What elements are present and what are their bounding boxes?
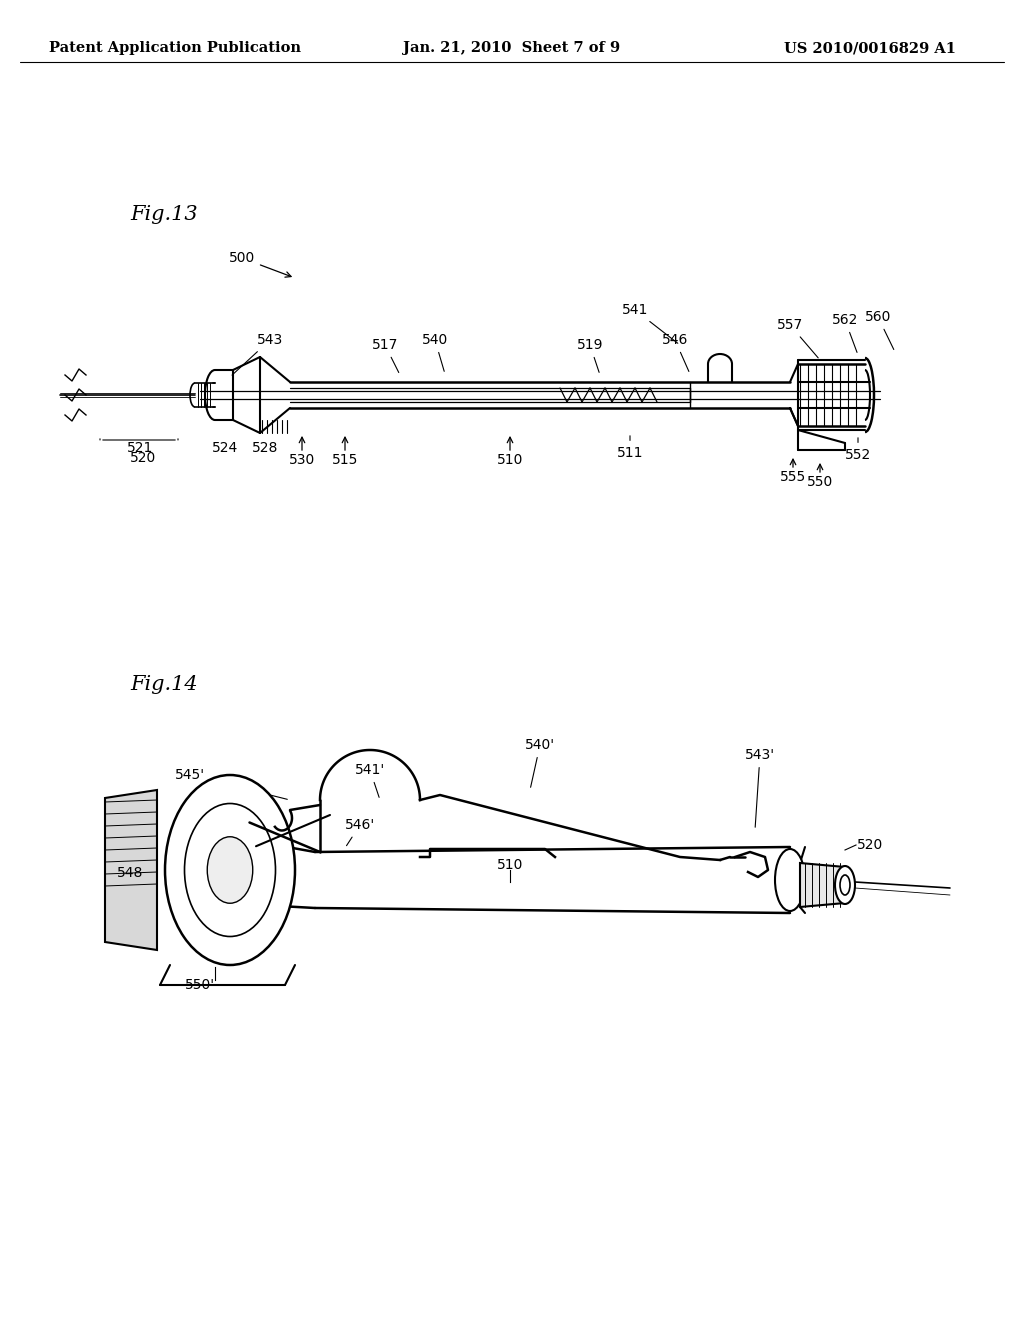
Text: 521: 521 bbox=[127, 441, 154, 455]
Text: 530: 530 bbox=[289, 453, 315, 467]
Text: 560: 560 bbox=[865, 310, 894, 350]
Text: 550': 550' bbox=[185, 978, 215, 993]
Text: Jan. 21, 2010  Sheet 7 of 9: Jan. 21, 2010 Sheet 7 of 9 bbox=[403, 41, 621, 55]
Ellipse shape bbox=[840, 875, 850, 895]
Text: 519: 519 bbox=[577, 338, 603, 372]
Text: 555: 555 bbox=[780, 470, 806, 484]
Ellipse shape bbox=[835, 866, 855, 904]
Text: 510: 510 bbox=[497, 453, 523, 467]
Text: 528: 528 bbox=[252, 441, 279, 455]
Text: 548: 548 bbox=[117, 866, 143, 880]
Text: US 2010/0016829 A1: US 2010/0016829 A1 bbox=[784, 41, 956, 55]
Text: 540': 540' bbox=[525, 738, 555, 787]
Polygon shape bbox=[800, 863, 845, 907]
Text: 524: 524 bbox=[212, 441, 239, 455]
Polygon shape bbox=[105, 789, 157, 950]
Text: 517: 517 bbox=[372, 338, 398, 372]
Text: 546: 546 bbox=[662, 333, 689, 371]
Text: 545': 545' bbox=[175, 768, 288, 800]
Ellipse shape bbox=[184, 804, 275, 936]
Text: 541: 541 bbox=[622, 304, 678, 343]
Text: 546': 546' bbox=[345, 818, 375, 846]
Text: Patent Application Publication: Patent Application Publication bbox=[49, 41, 301, 55]
Text: Fig.13: Fig.13 bbox=[130, 206, 198, 224]
Text: 557: 557 bbox=[777, 318, 818, 358]
Text: 552: 552 bbox=[845, 438, 871, 462]
Text: 520: 520 bbox=[130, 451, 156, 465]
Text: 562: 562 bbox=[831, 313, 858, 352]
Ellipse shape bbox=[207, 837, 253, 903]
Text: 543: 543 bbox=[232, 333, 283, 375]
Text: 515: 515 bbox=[332, 453, 358, 467]
Text: 511: 511 bbox=[616, 436, 643, 459]
Text: 543': 543' bbox=[744, 748, 775, 828]
Text: 541': 541' bbox=[355, 763, 385, 797]
Text: Fig.14: Fig.14 bbox=[130, 676, 198, 694]
Text: 540: 540 bbox=[422, 333, 449, 371]
Text: 500: 500 bbox=[228, 251, 291, 277]
Text: 550: 550 bbox=[807, 475, 834, 488]
Text: 520: 520 bbox=[857, 838, 883, 851]
Ellipse shape bbox=[165, 775, 295, 965]
Text: 510: 510 bbox=[497, 858, 523, 873]
Ellipse shape bbox=[775, 849, 805, 911]
